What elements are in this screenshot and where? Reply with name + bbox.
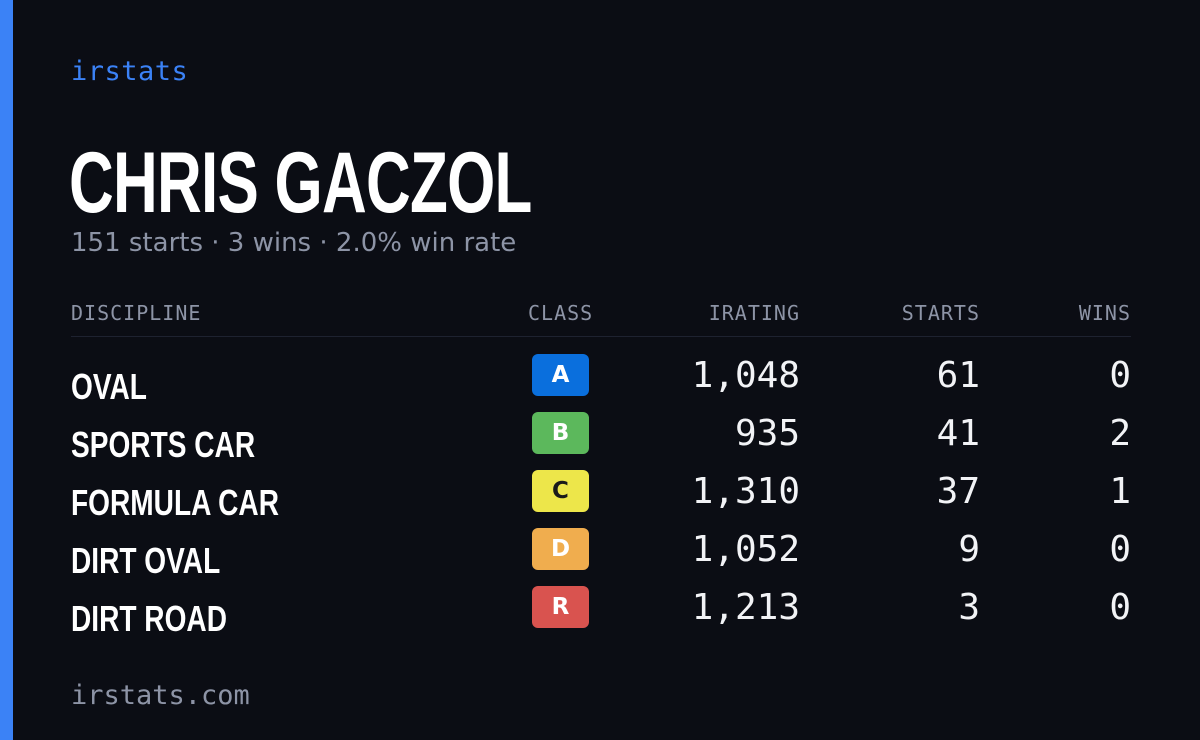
irating-value: 1,048 xyxy=(691,355,800,396)
class-badge: A xyxy=(532,354,589,396)
discipline-label: DIRT OVAL xyxy=(71,540,221,581)
driver-name: CHRIS GACZOL xyxy=(69,135,532,231)
irating-value: 1,052 xyxy=(691,529,800,570)
driver-summary: 151 starts · 3 wins · 2.0% win rate xyxy=(71,228,517,258)
starts-value: 61 xyxy=(936,355,980,396)
table-row: SPORTS CAR B 935 41 2 xyxy=(71,412,1131,470)
wins-value: 1 xyxy=(1109,471,1131,512)
starts-value: 3 xyxy=(958,587,980,628)
class-badge: R xyxy=(532,586,589,628)
wins-value: 0 xyxy=(1109,529,1131,570)
class-badge: D xyxy=(532,528,589,570)
starts-value: 37 xyxy=(936,471,980,512)
table-row: DIRT OVAL D 1,052 9 0 xyxy=(71,528,1131,586)
discipline-label: OVAL xyxy=(71,366,147,407)
header-divider xyxy=(71,336,1131,337)
discipline-label: SPORTS CAR xyxy=(71,424,256,465)
discipline-label: FORMULA CAR xyxy=(71,482,279,523)
brand-logo-text: irstats xyxy=(71,56,189,87)
header-class: CLASS xyxy=(528,301,594,325)
footer-url: irstats.com xyxy=(71,680,250,711)
class-badge: B xyxy=(532,412,589,454)
wins-value: 0 xyxy=(1109,587,1131,628)
discipline-label: DIRT ROAD xyxy=(71,598,227,639)
table-row: FORMULA CAR C 1,310 37 1 xyxy=(71,470,1131,528)
header-starts: STARTS xyxy=(901,301,980,325)
irating-value: 935 xyxy=(734,413,800,454)
wins-value: 2 xyxy=(1109,413,1131,454)
irating-value: 1,213 xyxy=(691,587,800,628)
accent-bar xyxy=(0,0,13,740)
table-row: OVAL A 1,048 61 0 xyxy=(71,354,1131,412)
starts-value: 41 xyxy=(936,413,980,454)
header-irating: IRATING xyxy=(708,301,800,325)
header-discipline: DISCIPLINE xyxy=(71,301,202,325)
starts-value: 9 xyxy=(958,529,980,570)
table-row: DIRT ROAD R 1,213 3 0 xyxy=(71,586,1131,644)
header-wins: WINS xyxy=(1078,301,1131,325)
irating-value: 1,310 xyxy=(691,471,800,512)
class-badge: C xyxy=(532,470,589,512)
wins-value: 0 xyxy=(1109,355,1131,396)
